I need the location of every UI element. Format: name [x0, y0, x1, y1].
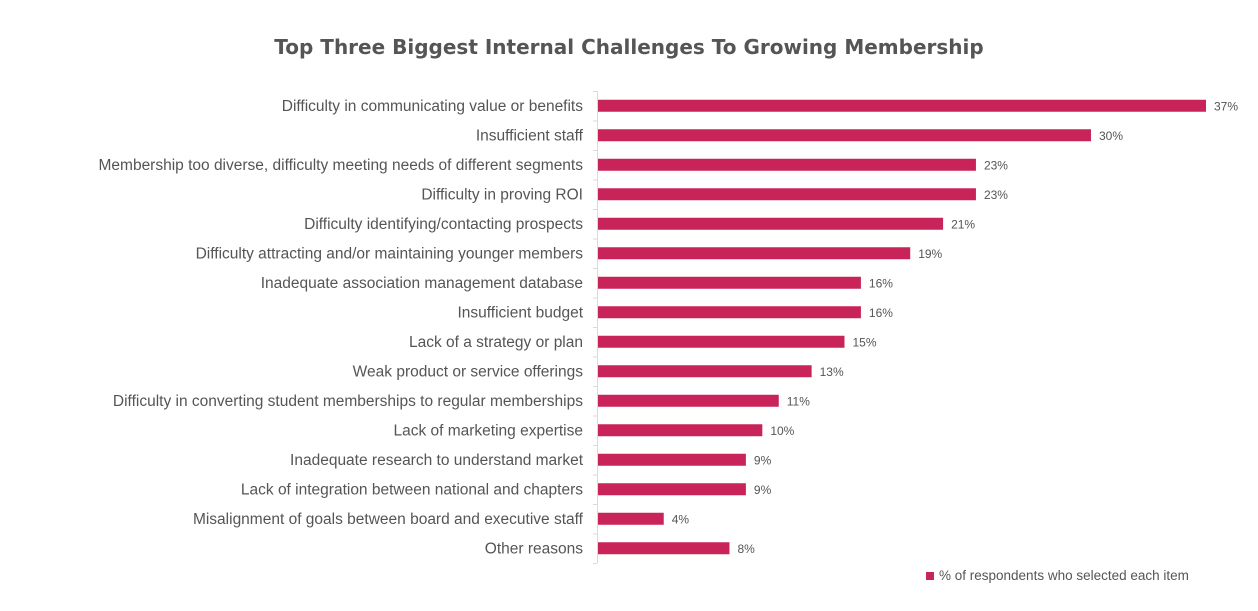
- data-label: 13%: [820, 365, 844, 379]
- data-label: 9%: [754, 483, 772, 497]
- category-label: Other reasons: [485, 540, 583, 557]
- data-label: 21%: [951, 217, 975, 231]
- data-label: 23%: [984, 188, 1008, 202]
- data-label: 16%: [869, 276, 893, 290]
- data-label: 30%: [1099, 129, 1123, 143]
- data-label: 4%: [672, 512, 690, 526]
- category-label: Weak product or service offerings: [353, 363, 584, 380]
- data-label: 37%: [1214, 99, 1238, 113]
- data-label: 10%: [770, 424, 794, 438]
- bar: [598, 276, 861, 289]
- category-label: Lack of marketing expertise: [393, 422, 583, 439]
- category-label: Insufficient staff: [476, 127, 584, 144]
- bar: [598, 129, 1091, 142]
- data-label: 15%: [852, 335, 876, 349]
- bar: [598, 99, 1206, 112]
- category-label: Membership too diverse, difficulty meeti…: [99, 157, 584, 174]
- data-label: 8%: [737, 542, 755, 556]
- bar: [598, 247, 911, 260]
- data-label: 11%: [787, 394, 810, 408]
- bar: [598, 335, 845, 348]
- data-label: 9%: [754, 453, 772, 467]
- legend: % of respondents who selected each item: [926, 568, 1189, 583]
- category-label: Lack of integration between national and…: [241, 481, 583, 498]
- data-label: 16%: [869, 306, 893, 320]
- chart-title: Top Three Biggest Internal Challenges To…: [274, 35, 984, 59]
- bar: [598, 365, 812, 378]
- bar: [598, 453, 746, 466]
- legend-swatch: [926, 571, 934, 580]
- category-label: Lack of a strategy or plan: [409, 334, 583, 351]
- bar: [598, 512, 664, 525]
- category-label: Inadequate association management databa…: [261, 275, 583, 292]
- category-label: Inadequate research to understand market: [290, 452, 584, 469]
- bar: [598, 188, 976, 201]
- bar: [598, 424, 763, 437]
- bar: [598, 158, 976, 171]
- bar: [598, 217, 944, 230]
- category-label: Difficulty attracting and/or maintaining…: [196, 245, 584, 262]
- legend-label: % of respondents who selected each item: [939, 568, 1189, 583]
- bar: [598, 306, 861, 319]
- data-label: 19%: [918, 247, 942, 261]
- category-label: Insufficient budget: [457, 304, 583, 321]
- bar: [598, 542, 730, 555]
- category-label: Difficulty in proving ROI: [421, 186, 583, 203]
- bar: [598, 483, 746, 496]
- category-label: Misalignment of goals between board and …: [193, 511, 584, 528]
- bar: [598, 394, 779, 407]
- category-label: Difficulty in converting student members…: [113, 393, 583, 410]
- category-label: Difficulty in communicating value or ben…: [282, 98, 583, 115]
- data-label: 23%: [984, 158, 1008, 172]
- category-label: Difficulty identifying/contacting prospe…: [304, 216, 583, 233]
